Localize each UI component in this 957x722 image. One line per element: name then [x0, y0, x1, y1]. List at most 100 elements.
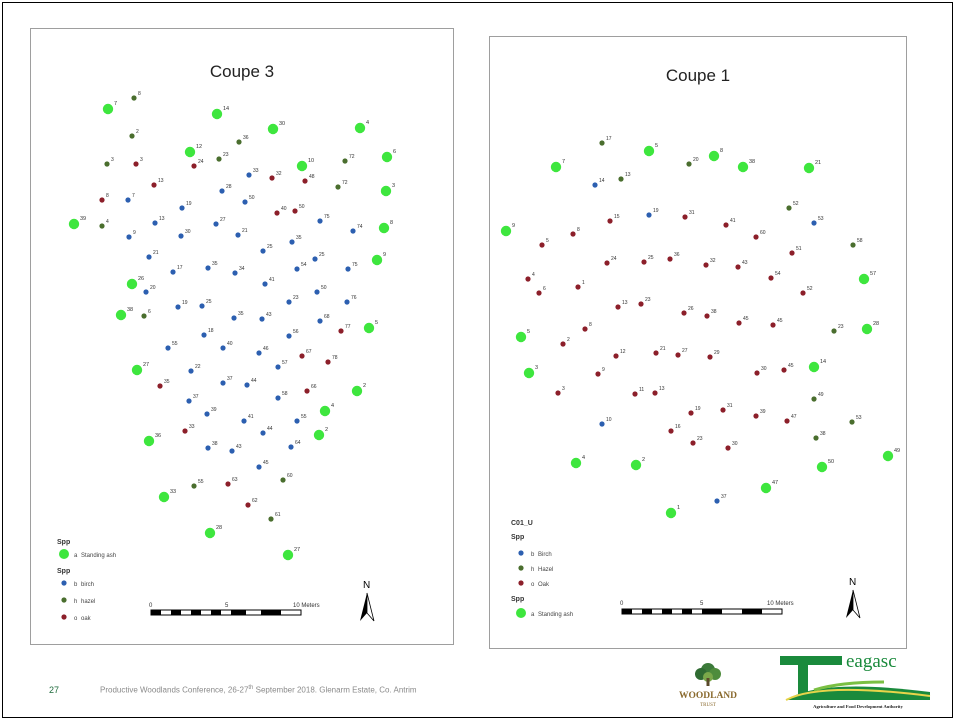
tree-number-label: 60: [760, 230, 766, 236]
tree-number-label: 6: [148, 309, 151, 315]
tree-marker-ash: 38: [116, 307, 133, 320]
tree-point: [525, 276, 530, 281]
tree-point: [157, 383, 162, 388]
tree-point: [644, 146, 654, 156]
tree-number-label: 50: [321, 285, 327, 291]
tree-point: [338, 328, 343, 333]
tree-point: [607, 218, 612, 223]
tree-point: [133, 161, 138, 166]
tree-point: [786, 205, 791, 210]
tree-point: [813, 435, 818, 440]
tree-number-label: 76: [351, 295, 357, 301]
tree-point: [69, 219, 79, 229]
tree-point: [345, 266, 350, 271]
tree-number-label: 4: [106, 219, 109, 225]
tree-number-label: 55: [172, 341, 178, 347]
coupe3-map: Coupe 3 7 8 14 30 4 2 36 12 3 3 24 23 10 72 6 33 13 32 48 7…: [30, 28, 454, 645]
tree-number-label: 30: [732, 441, 738, 447]
tree-marker-birch: 50: [242, 195, 254, 205]
tree-point: [132, 365, 142, 375]
tree-marker-birch: 34: [232, 266, 244, 276]
tree-number-label: 27: [220, 217, 226, 223]
tree-point: [551, 162, 561, 172]
tree-number-label: 35: [238, 311, 244, 317]
tree-marker-oak: 29: [707, 350, 719, 360]
tree-number-label: 58: [857, 238, 863, 244]
tree-marker-birch: 25: [260, 244, 272, 254]
tree-point: [186, 398, 191, 403]
coupe3-legend-hazel-label: hazel: [81, 599, 95, 605]
tree-marker-ash: 4: [571, 455, 585, 468]
tree-number-label: 23: [697, 436, 703, 442]
tree-point: [592, 182, 597, 187]
tree-number-label: 13: [159, 216, 165, 222]
coupe3-legend-oak-label: oak: [81, 616, 92, 622]
tree-marker-birch: 10: [599, 417, 611, 427]
tree-number-label: 25: [206, 299, 212, 305]
tree-point: [288, 444, 293, 449]
tree-point: [188, 368, 193, 373]
tree-number-label: 7: [562, 159, 565, 165]
tree-number-label: 32: [710, 258, 716, 264]
tree-marker-oak: 30: [725, 441, 737, 451]
tree-number-label: 2: [136, 129, 139, 135]
tree-point: [809, 362, 819, 372]
tree-number-label: 6: [393, 149, 396, 155]
tree-marker-hazel: 4: [99, 219, 109, 229]
tree-number-label: 62: [252, 498, 258, 504]
tree-marker-ash: 28: [862, 321, 879, 334]
tree-marker-birch: 43: [259, 312, 271, 322]
tree-point: [735, 264, 740, 269]
tree-point: [129, 133, 134, 138]
tree-point: [632, 391, 637, 396]
tree-number-label: 74: [357, 224, 363, 230]
tree-point: [212, 109, 222, 119]
tree-point: [241, 418, 246, 423]
tree-marker-birch: 33: [246, 168, 258, 178]
tree-number-label: 19: [186, 201, 192, 207]
tree-marker-hazel: 17: [599, 136, 611, 146]
tree-marker-oak: 2: [560, 337, 570, 347]
tree-number-label: 36: [243, 135, 249, 141]
tree-point: [104, 161, 109, 166]
tree-marker-oak: 45: [736, 316, 748, 326]
tree-marker-hazel: 60: [280, 473, 292, 483]
tree-number-label: 41: [248, 414, 254, 420]
tree-number-label: 72: [349, 154, 355, 160]
tree-point: [131, 95, 136, 100]
tree-marker-birch: 45: [256, 460, 268, 470]
tree-number-label: 75: [352, 262, 358, 268]
tree-point: [811, 396, 816, 401]
tree-number-label: 24: [611, 256, 617, 262]
tree-number-label: 66: [311, 384, 317, 390]
tree-marker-birch: 75: [345, 262, 357, 272]
tree-point: [146, 254, 151, 259]
tree-number-label: 17: [177, 265, 183, 271]
tree-point: [342, 158, 347, 163]
tree-marker-ash: 9: [372, 252, 386, 265]
tree-marker-oak: 1: [575, 280, 585, 290]
tree-marker-oak: 27: [675, 348, 687, 358]
tree-marker-oak: 33: [182, 424, 194, 434]
tree-number-label: 1: [582, 280, 585, 286]
tree-number-label: 9: [383, 252, 386, 258]
tree-marker-hazel: 3: [104, 157, 114, 167]
coupe1-scale-label-10: 10 Meters: [767, 601, 794, 607]
tree-number-label: 12: [620, 349, 626, 355]
tree-number-label: 57: [282, 360, 288, 366]
tree-point: [229, 448, 234, 453]
tree-marker-oak: 13: [151, 178, 163, 188]
tree-point: [784, 418, 789, 423]
coupe3-legend-birch-label: birch: [81, 582, 94, 588]
tree-number-label: 19: [653, 208, 659, 214]
tree-number-label: 52: [793, 201, 799, 207]
legend-hazel-symbol: [518, 565, 523, 570]
coupe1-scale-bar: 0 5 10 Meters: [620, 601, 794, 614]
tree-point: [235, 232, 240, 237]
tree-point: [325, 359, 330, 364]
tree-number-label: 3: [535, 365, 538, 371]
tree-number-label: 13: [622, 300, 628, 306]
tree-point: [144, 436, 154, 446]
tree-point: [789, 250, 794, 255]
tree-number-label: 35: [164, 379, 170, 385]
